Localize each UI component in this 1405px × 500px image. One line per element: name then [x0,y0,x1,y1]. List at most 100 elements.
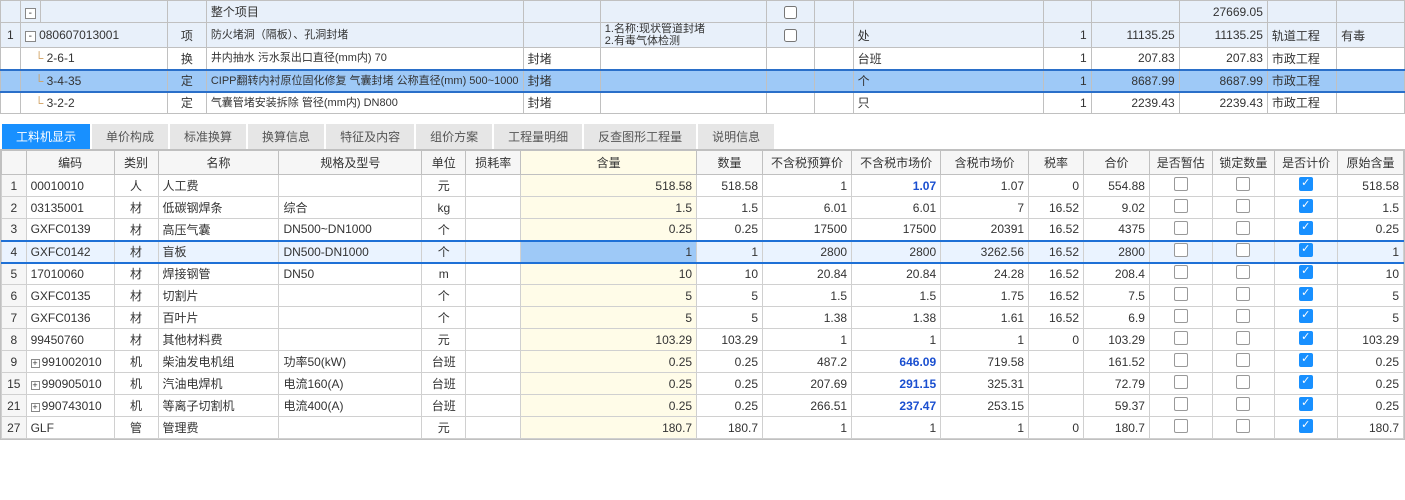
tab-5[interactable]: 组价方案 [416,124,492,149]
col-header[interactable]: 合价 [1084,151,1150,175]
checkbox-provisional[interactable] [1174,199,1188,213]
checkbox-lock-qty[interactable] [1236,397,1250,411]
checkbox-priced[interactable] [1299,199,1313,213]
checkbox-lock-qty[interactable] [1236,375,1250,389]
tab-2[interactable]: 标准换算 [170,124,246,149]
tab-7[interactable]: 反查图形工程量 [584,124,696,149]
material-row[interactable]: 9+991002010机柴油发电机组功率50(kW)台班0.250.25487.… [2,351,1404,373]
material-row[interactable]: 100010010人人工费元518.58518.5811.071.070554.… [2,175,1404,197]
checkbox-priced[interactable] [1299,287,1313,301]
material-row[interactable]: 6GXFC0135材切割片个551.51.51.7516.527.55 [2,285,1404,307]
col-header[interactable] [2,151,27,175]
col-header[interactable]: 名称 [158,151,279,175]
checkbox-priced[interactable] [1299,375,1313,389]
col-header[interactable]: 规格及型号 [279,151,422,175]
tab-8[interactable]: 说明信息 [698,124,774,149]
col-header[interactable]: 含税市场价 [941,151,1029,175]
cell-content-qty[interactable]: 0.25 [521,373,697,395]
cell-content-qty[interactable]: 103.29 [521,329,697,351]
expand-plus-icon[interactable]: + [31,359,40,368]
material-row[interactable]: 15+990905010机汽油电焊机电流160(A)台班0.250.25207.… [2,373,1404,395]
col-header[interactable]: 含量 [521,151,697,175]
expand-plus-icon[interactable]: + [31,381,40,390]
col-header[interactable]: 单位 [422,151,466,175]
material-row[interactable]: 4GXFC0142材盲板DN500-DN1000个11280028003262.… [2,241,1404,263]
expand-plus-icon[interactable]: + [31,403,40,412]
col-header[interactable]: 编码 [26,151,114,175]
checkbox-lock-qty[interactable] [1236,265,1250,279]
checkbox-priced[interactable] [1299,309,1313,323]
project-row[interactable]: └ 2-6-1换井内抽水 污水泵出口直径(mm内) 70封堵台班1207.832… [1,48,1405,70]
material-row[interactable]: 21+990743010机等离子切割机电流400(A)台班0.250.25266… [2,395,1404,417]
tab-0[interactable]: 工料机显示 [2,124,90,149]
col-header[interactable]: 不含税市场价 [852,151,941,175]
col-header[interactable]: 数量 [697,151,763,175]
material-row[interactable]: 3GXFC0139材高压气囊DN500~DN1000个0.250.2517500… [2,219,1404,241]
material-row[interactable]: 203135001材低碳钢焊条综合kg1.51.56.016.01716.529… [2,197,1404,219]
checkbox-provisional[interactable] [1174,375,1188,389]
project-summary-row[interactable]: -整个项目27669.05 [1,1,1405,23]
checkbox-provisional[interactable] [1174,287,1188,301]
checkbox-provisional[interactable] [1174,353,1188,367]
checkbox-priced[interactable] [1299,243,1313,257]
checkbox-priced[interactable] [1299,331,1313,345]
cell-content-qty[interactable]: 5 [521,307,697,329]
checkbox-lock-qty[interactable] [1236,309,1250,323]
project-tree-grid[interactable]: -整个项目27669.051- 080607013001项防火堵洞（隔板）、孔洞… [0,0,1405,114]
checkbox-provisional[interactable] [1174,221,1188,235]
cell-content-qty[interactable]: 10 [521,263,697,285]
checkbox-lock-qty[interactable] [1236,243,1250,257]
cell-content-qty[interactable]: 0.25 [521,351,697,373]
tab-4[interactable]: 特征及内容 [326,124,414,149]
collapse-icon[interactable]: - [25,8,36,19]
col-header[interactable]: 税率 [1029,151,1084,175]
checkbox-lock-qty[interactable] [1236,419,1250,433]
col-header[interactable]: 类别 [114,151,158,175]
project-row[interactable]: 1- 080607013001项防火堵洞（隔板）、孔洞封堵1.名称:现状管道封堵… [1,23,1405,48]
checkbox-lock-qty[interactable] [1236,221,1250,235]
summary-checkbox[interactable] [784,6,797,19]
checkbox-priced[interactable] [1299,177,1313,191]
material-row[interactable]: 7GXFC0136材百叶片个551.381.381.6116.526.95 [2,307,1404,329]
checkbox-priced[interactable] [1299,419,1313,433]
expand-icon[interactable]: - [25,31,36,42]
material-row[interactable]: 899450760材其他材料费元103.29103.291110103.2910… [2,329,1404,351]
material-grid[interactable]: 编码类别名称规格及型号单位损耗率含量数量不含税预算价不含税市场价含税市场价税率合… [1,150,1404,439]
checkbox-provisional[interactable] [1174,177,1188,191]
checkbox-provisional[interactable] [1174,309,1188,323]
cell-content-qty[interactable]: 1.5 [521,197,697,219]
col-header[interactable]: 损耗率 [466,151,521,175]
col-header[interactable]: 原始含量 [1337,151,1403,175]
project-row[interactable]: └ 3-4-35定CIPP翻转内衬原位固化修复 气囊封堵 公称直径(mm) 50… [1,70,1405,92]
checkbox-provisional[interactable] [1174,331,1188,345]
cell-content-qty[interactable]: 1 [521,241,697,263]
tab-1[interactable]: 单价构成 [92,124,168,149]
col-header[interactable]: 不含税预算价 [763,151,852,175]
cell-content-qty[interactable]: 180.7 [521,417,697,439]
material-row[interactable]: 27GLF管管理费元180.7180.71110180.7180.7 [2,417,1404,439]
checkbox-priced[interactable] [1299,265,1313,279]
cell-content-qty[interactable]: 0.25 [521,395,697,417]
checkbox-provisional[interactable] [1174,243,1188,257]
cell-content-qty[interactable]: 5 [521,285,697,307]
checkbox-provisional[interactable] [1174,265,1188,279]
checkbox-priced[interactable] [1299,353,1313,367]
tab-6[interactable]: 工程量明细 [494,124,582,149]
checkbox-lock-qty[interactable] [1236,199,1250,213]
material-row[interactable]: 517010060材焊接钢管DN50m101020.8420.8424.2816… [2,263,1404,285]
project-row[interactable]: └ 3-2-2定气囊管堵安装拆除 管径(mm内) DN800封堵只12239.4… [1,92,1405,114]
checkbox-provisional[interactable] [1174,397,1188,411]
checkbox-lock-qty[interactable] [1236,331,1250,345]
cell-content-qty[interactable]: 518.58 [521,175,697,197]
tab-3[interactable]: 换算信息 [248,124,324,149]
checkbox-lock-qty[interactable] [1236,353,1250,367]
row-checkbox[interactable] [784,29,797,42]
col-header[interactable]: 是否暂估 [1149,151,1212,175]
checkbox-lock-qty[interactable] [1236,287,1250,301]
checkbox-priced[interactable] [1299,397,1313,411]
col-header[interactable]: 是否计价 [1275,151,1338,175]
col-header[interactable]: 锁定数量 [1212,151,1275,175]
cell-content-qty[interactable]: 0.25 [521,219,697,241]
checkbox-priced[interactable] [1299,221,1313,235]
checkbox-lock-qty[interactable] [1236,177,1250,191]
